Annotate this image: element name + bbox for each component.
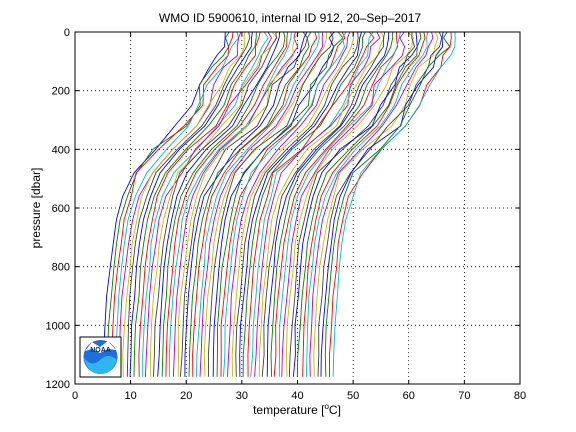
profile-line	[242, 31, 366, 377]
y-tick-label: 1200	[46, 379, 70, 391]
profile-line	[286, 31, 414, 377]
profile-line	[216, 31, 344, 377]
x-tick-label: 0	[72, 390, 78, 402]
profile-line	[207, 31, 334, 377]
profile-line	[313, 31, 439, 377]
y-tick-label: 1000	[46, 320, 70, 332]
profile-line	[320, 31, 444, 377]
profile-line	[235, 31, 359, 377]
profile-line	[177, 31, 300, 377]
x-tick-label: 50	[347, 390, 359, 402]
profile-line	[309, 31, 434, 377]
profile-line	[332, 31, 456, 377]
profile-line	[106, 31, 230, 377]
profile-line	[288, 31, 416, 377]
noaa-logo-text: NOAA	[90, 347, 111, 354]
x-tick-label: 40	[291, 390, 303, 402]
profile-line	[142, 31, 269, 377]
profile-line	[250, 31, 374, 377]
profile-line	[220, 31, 346, 377]
y-tick-label: 600	[52, 203, 70, 215]
profile-line	[150, 31, 278, 377]
profile-line	[157, 31, 281, 377]
series-group	[103, 31, 456, 377]
profile-line	[133, 31, 257, 377]
profile-line	[254, 31, 381, 377]
profile-line	[161, 31, 286, 377]
profile-line	[165, 31, 288, 377]
y-tick-label: 200	[52, 86, 70, 98]
profile-line	[302, 31, 426, 377]
profile-line	[192, 31, 318, 377]
profile-line	[292, 31, 418, 377]
profile-line	[281, 31, 406, 377]
profile-line	[168, 31, 292, 377]
x-tick-label: 70	[458, 390, 470, 402]
profile-line	[129, 31, 253, 377]
profile-line	[324, 31, 451, 377]
profile-line	[122, 31, 246, 377]
profile-line	[266, 31, 390, 377]
profile-line	[329, 31, 452, 377]
profile-line	[223, 31, 347, 377]
profile-line	[239, 31, 362, 377]
profile-line	[199, 31, 323, 377]
profile-line	[153, 31, 277, 377]
noaa-wave-icon	[84, 356, 117, 374]
profile-line	[317, 31, 443, 377]
x-tick-label: 30	[236, 390, 248, 402]
profile-line	[138, 31, 261, 377]
y-tick-label: 800	[52, 262, 70, 274]
x-tick-label: 60	[403, 390, 415, 402]
profile-line	[247, 31, 375, 377]
noaa-bird-icon	[85, 341, 116, 353]
profile-line	[111, 31, 234, 377]
profile-line	[188, 31, 312, 377]
profile-line	[278, 31, 401, 377]
x-tick-label: 10	[125, 390, 137, 402]
x-tick-label: 80	[514, 390, 526, 402]
profile-line	[196, 31, 320, 377]
profile-line	[270, 31, 394, 377]
profile-line	[184, 31, 308, 377]
grid	[75, 32, 520, 384]
profile-line	[227, 31, 351, 377]
profile-line	[231, 31, 355, 377]
x-tick-label: 20	[180, 390, 192, 402]
chart-title: WMO ID 5900610, internal ID 912, 20–Sep–…	[159, 11, 421, 25]
noaa-logo: NOAA	[79, 336, 122, 378]
y-axis-label: pressure [dbar]	[29, 168, 43, 249]
x-axis-label: temperature [oC]	[253, 402, 341, 417]
profile-line	[296, 31, 422, 377]
profile-line	[306, 31, 429, 377]
profile-line	[114, 31, 240, 377]
profile-line	[261, 31, 386, 377]
profile-line	[126, 31, 251, 377]
y-tick-label: 400	[52, 144, 70, 156]
y-tick-label: 0	[64, 27, 70, 39]
